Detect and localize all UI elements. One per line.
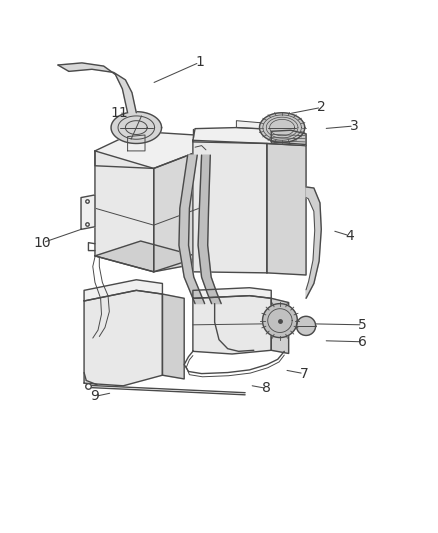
Polygon shape	[179, 155, 205, 304]
Polygon shape	[95, 151, 154, 272]
Polygon shape	[193, 288, 271, 298]
Polygon shape	[297, 317, 316, 335]
Polygon shape	[95, 241, 199, 272]
Polygon shape	[306, 187, 321, 298]
Polygon shape	[267, 143, 306, 275]
Polygon shape	[127, 135, 145, 151]
Polygon shape	[271, 298, 289, 353]
Polygon shape	[162, 294, 184, 379]
Polygon shape	[193, 140, 267, 273]
Text: 11: 11	[110, 106, 128, 120]
Polygon shape	[259, 113, 305, 142]
Polygon shape	[58, 63, 136, 113]
Polygon shape	[154, 151, 199, 272]
Polygon shape	[198, 155, 221, 304]
Polygon shape	[193, 127, 306, 146]
Polygon shape	[193, 296, 271, 354]
Polygon shape	[262, 304, 297, 337]
Text: 10: 10	[34, 236, 52, 249]
Text: 4: 4	[345, 229, 354, 243]
Text: 9: 9	[91, 390, 99, 403]
Polygon shape	[84, 280, 162, 301]
Text: 7: 7	[300, 367, 308, 381]
Text: 8: 8	[262, 382, 271, 395]
Polygon shape	[95, 131, 199, 168]
Text: 1: 1	[195, 55, 204, 69]
Polygon shape	[271, 130, 306, 144]
Text: 6: 6	[358, 335, 367, 349]
Text: 2: 2	[317, 100, 325, 115]
Polygon shape	[237, 120, 280, 130]
Polygon shape	[81, 195, 95, 229]
Polygon shape	[111, 112, 162, 143]
Polygon shape	[84, 290, 162, 386]
Text: 5: 5	[358, 318, 367, 332]
Text: 3: 3	[350, 119, 358, 133]
